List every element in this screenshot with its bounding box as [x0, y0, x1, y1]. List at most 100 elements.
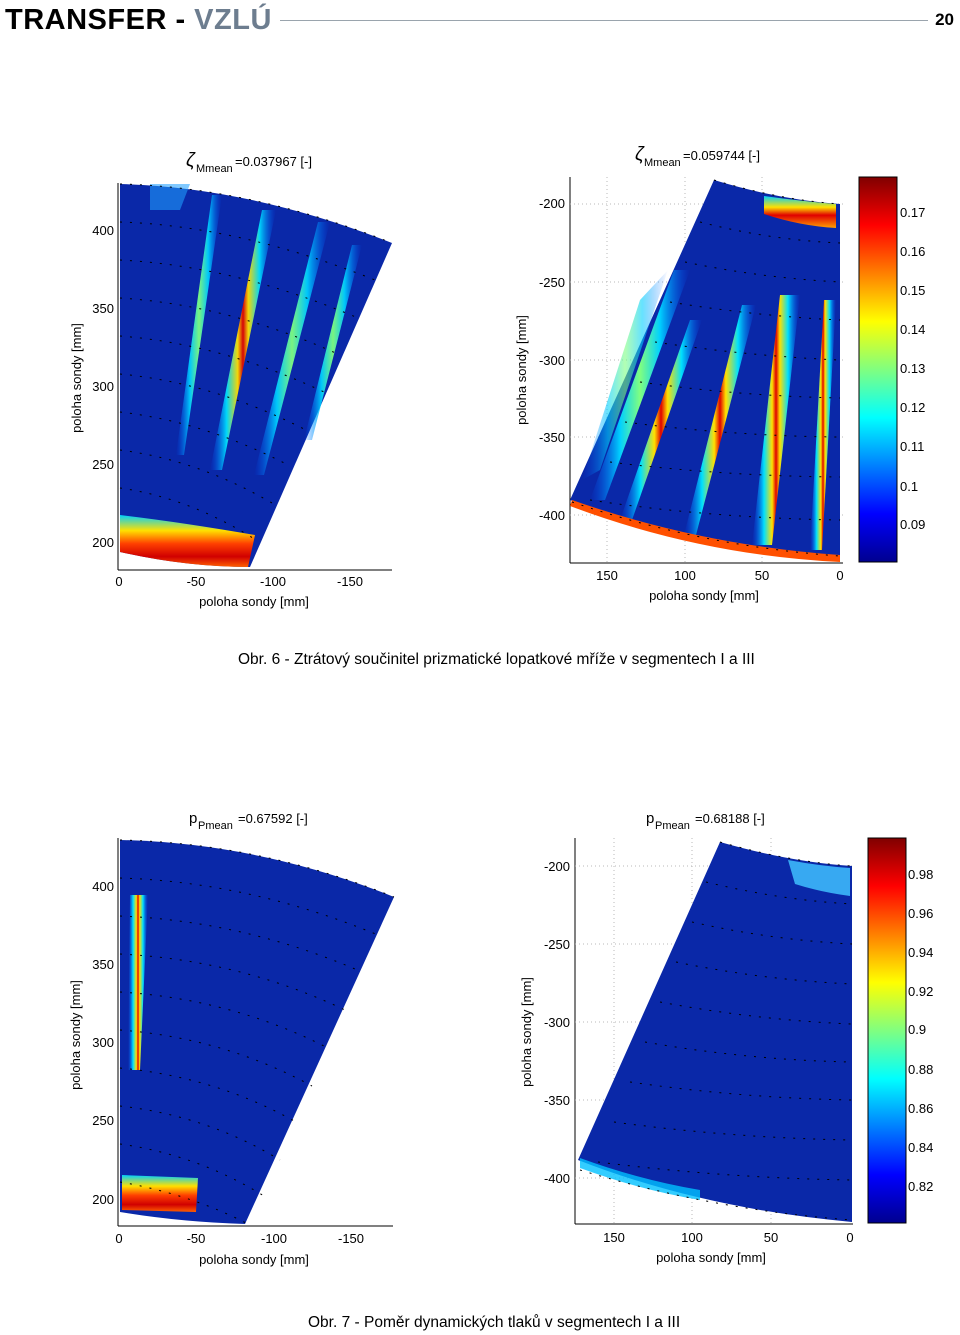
- fig6-left-ytick-400: 400: [92, 223, 114, 238]
- fig7-right-ytick-350: -350: [544, 1093, 570, 1108]
- fig7-left-probe-grid: [119, 839, 395, 1225]
- fig7-cbar-098: 0.98: [908, 867, 933, 882]
- fig7-right-ytick-400: -400: [544, 1171, 570, 1186]
- brand-separator: -: [166, 4, 195, 36]
- fig7-left-ytick-200: 200: [92, 1192, 114, 1207]
- fig7-left-ytick-400: 400: [92, 879, 114, 894]
- fig7-left-title-subscript: Pmean: [198, 820, 233, 832]
- fig6-right-xticks: 150 100 50 0: [596, 568, 843, 583]
- fig6-right-ylabel: poloha sondy [mm]: [514, 315, 529, 425]
- fig7-cbar-096: 0.96: [908, 906, 933, 921]
- fig7-right-xtick-0: 0: [846, 1230, 853, 1245]
- fig6-right-ytick-250: -250: [539, 275, 565, 290]
- fig6-left-wake-streaks: [150, 184, 362, 475]
- page-header: TRANSFER - VZLÚ 20: [0, 0, 960, 42]
- fig6-right-top-band: [764, 196, 836, 228]
- fig7-left-xtick-0: 0: [115, 1231, 122, 1246]
- fig7-left-field: [120, 840, 394, 1224]
- fig7-right-xtick-50: 50: [764, 1230, 778, 1245]
- brand-accent: VZLÚ: [194, 4, 272, 36]
- fig6-right-yticks: -200 -250 -300 -350 -400: [539, 196, 565, 523]
- fig6-right-xlabel: poloha sondy [mm]: [649, 588, 759, 603]
- fig7-cbar-086: 0.86: [908, 1101, 933, 1116]
- figure6-caption: Obr. 6 - Ztrátový součinitel prizmatické…: [238, 651, 755, 668]
- fig7-right-plot: p Pmean =0.68188 [-] -200 -250 -300 -350…: [519, 810, 933, 1265]
- fig6-cbar-015: 0.15: [900, 283, 925, 298]
- page-number: 20: [935, 10, 954, 29]
- fig7-left-xlabel: poloha sondy [mm]: [199, 1252, 309, 1267]
- fig7-left-plot: p Pmean =0.67592 [-] 400 350 300 250 200…: [68, 810, 395, 1267]
- fig6-left-bottom-band: [120, 515, 255, 567]
- fig6-right-ytick-350: -350: [539, 430, 565, 445]
- fig6-left-ytick-350: 350: [92, 301, 114, 316]
- fig6-cbar-013: 0.13: [900, 361, 925, 376]
- fig6-left-ytick-250: 250: [92, 457, 114, 472]
- fig7-left-bottom-band: [122, 1175, 198, 1212]
- fig7-right-xtick-150: 150: [603, 1230, 625, 1245]
- fig6-left-title-value: =0.037967 [-]: [235, 154, 312, 169]
- fig6-right-bottom-band: [570, 500, 840, 562]
- fig7-right-ylabel: poloha sondy [mm]: [519, 977, 534, 1087]
- fig6-left-ylabel: poloha sondy [mm]: [69, 323, 84, 433]
- fig7-right-xlabel: poloha sondy [mm]: [656, 1250, 766, 1265]
- fig7-right-ytick-250: -250: [544, 937, 570, 952]
- fig7-left-ytick-300: 300: [92, 1035, 114, 1050]
- fig7-left-ytick-250: 250: [92, 1113, 114, 1128]
- fig7-right-title-subscript: Pmean: [655, 820, 690, 832]
- fig7-left-xticks: 0 -50 -100 -150: [115, 1231, 364, 1246]
- fig6-left-probe-grid: [119, 183, 393, 541]
- fig7-left-ylabel: poloha sondy [mm]: [68, 980, 83, 1090]
- fig7-cbar-094: 0.94: [908, 945, 933, 960]
- fig7-left-title-value: =0.67592 [-]: [238, 811, 308, 826]
- fig6-right-title-subscript: Mmean: [644, 157, 681, 169]
- fig6-left-field: [120, 184, 392, 567]
- fig7-left-yticks: 400 350 300 250 200: [92, 879, 114, 1207]
- figure7-caption: Obr. 7 - Poměr dynamických tlaků v segme…: [308, 1314, 681, 1331]
- fig7-cbar-092: 0.92: [908, 984, 933, 999]
- fig6-right-xtick-150: 150: [596, 568, 618, 583]
- fig7-right-field: [578, 842, 852, 1222]
- fig6-left-xtick-150: -150: [337, 574, 363, 589]
- fig7-right-xticks: 150 100 50 0: [603, 1230, 853, 1245]
- fig6-left-xtick-50: -50: [187, 574, 206, 589]
- fig6-cbar-009: 0.09: [900, 517, 925, 532]
- fig6-right-title-value: =0.059744 [-]: [683, 148, 760, 163]
- fig7-cbar-088: 0.88: [908, 1062, 933, 1077]
- brand-main: TRANSFER: [5, 4, 167, 36]
- fig6-colorbar-ticks: 0.17 0.16 0.15 0.14 0.13 0.12 0.11 0.1 0…: [900, 205, 925, 532]
- fig6-left-xticks: 0 -50 -100 -150: [115, 574, 363, 589]
- brand-title: TRANSFER - VZLÚ: [5, 4, 272, 37]
- fig6-left-xtick-0: 0: [115, 574, 122, 589]
- fig7-right-title-symbol: p: [646, 810, 654, 827]
- fig7-cbar-082: 0.82: [908, 1179, 933, 1194]
- fig7-right-title-value: =0.68188 [-]: [695, 811, 765, 826]
- fig6-cbar-011: 0.11: [900, 439, 924, 454]
- fig7-right-probe-grid: [579, 841, 853, 1221]
- fig6-left-xtick-100: -100: [260, 574, 286, 589]
- fig6-left-title-symbol: ζ: [186, 150, 196, 171]
- fig7-left-ytick-350: 350: [92, 957, 114, 972]
- fig6-right-ytick-300: -300: [539, 353, 565, 368]
- fig6-left-title-subscript: Mmean: [196, 163, 233, 175]
- fig6-right-wake-streaks: [582, 270, 836, 550]
- fig7-right-top-patch: [788, 860, 850, 896]
- fig6-cbar-017: 0.17: [900, 205, 925, 220]
- fig7-right-ytick-200: -200: [544, 859, 570, 874]
- fig7-right-bottom-patch: [580, 1158, 700, 1200]
- fig7-cbar-084: 0.84: [908, 1140, 933, 1155]
- fig7-cbar-09: 0.9: [908, 1022, 926, 1037]
- fig6-right-plot: ζ Mmean =0.059744 [-] -200 -250 -300 -35…: [514, 144, 925, 603]
- fig6-right-probe-grid: [571, 179, 841, 557]
- fig6-cbar-016: 0.16: [900, 244, 925, 259]
- fig6-right-title-symbol: ζ: [635, 144, 645, 165]
- fig6-left-xlabel: poloha sondy [mm]: [199, 594, 309, 609]
- fig6-right-xtick-50: 50: [755, 568, 769, 583]
- fig7-left-xtick-100: -100: [261, 1231, 287, 1246]
- fig6-cbar-014: 0.14: [900, 322, 925, 337]
- fig6-cbar-012: 0.12: [900, 400, 925, 415]
- fig7-left-title-symbol: p: [189, 810, 197, 827]
- fig6-right-xtick-0: 0: [836, 568, 843, 583]
- fig7-colorbar: [867, 837, 907, 1224]
- fig7-right-xtick-100: 100: [681, 1230, 703, 1245]
